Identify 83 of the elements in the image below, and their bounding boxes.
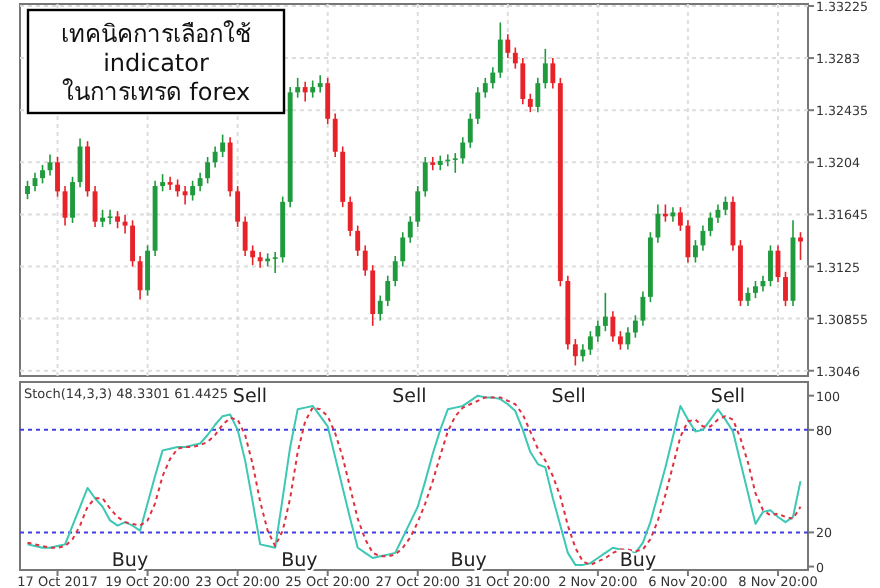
annotation: Sell [551,386,586,408]
candlestick [595,319,601,343]
candlestick [295,77,301,99]
candlestick [520,57,526,106]
candlestick [640,290,646,327]
candlestick [602,292,608,332]
candlestick [798,231,803,261]
candlestick [422,156,428,198]
candlestick [490,66,496,90]
candlestick [197,172,203,193]
candlestick [527,92,533,113]
annotation: Buy [450,550,488,572]
candlestick [392,255,398,288]
candlestick [482,77,488,99]
candlestick [25,179,30,201]
candlestick [302,81,308,103]
candlestick [692,239,698,264]
candlestick [137,255,143,301]
candlestick [55,156,60,198]
candlestick [475,86,481,125]
text: เทคนิคการเลือกใช้ indicator [61,20,251,77]
candlestick [542,48,548,90]
candlestick [550,57,556,90]
candlestick [355,224,361,257]
candlestick [220,133,226,158]
candlestick [235,185,241,228]
candlestick [587,330,593,356]
candlestick [167,176,173,191]
candlestick [497,21,503,79]
candlestick [242,215,248,257]
candlestick [377,294,383,322]
candlestick [317,74,323,94]
annotation: Buy [111,550,149,572]
candlestick [430,156,436,172]
candlestick [130,219,136,268]
candlestick [677,206,683,232]
candlestick [190,179,196,202]
candlestick [250,244,256,266]
candlestick [632,314,638,339]
candlestick [272,251,278,274]
candlestick [85,140,90,198]
candlestick [768,244,773,288]
candlestick [257,251,263,269]
candlestick [385,274,391,307]
candlestick [347,195,353,237]
annotation: Sell [392,386,427,408]
candlestick [415,185,421,228]
candlestick [460,136,466,165]
candlestick [212,145,218,169]
candlestick [670,206,676,223]
candlestick [325,77,331,125]
candlestick [700,224,706,252]
candlestick [655,203,661,244]
candlestick [205,156,211,185]
candlestick [505,33,511,59]
annotation: Sell [710,386,746,408]
candlestick [400,231,406,268]
candlestick [625,326,631,351]
annotation: Sell [232,386,268,408]
candlestick [572,338,578,367]
candlestick [332,112,338,158]
candlestick [122,214,128,235]
candlestick [467,112,473,149]
candlestick [512,46,518,70]
candlestick [145,244,151,297]
candlestick [370,264,376,327]
candlestick [407,215,413,244]
candlestick [723,195,728,216]
candlestick [685,219,691,264]
annotation: Buy [619,550,657,572]
candlestick [708,211,713,237]
candlestick [617,330,623,351]
candlestick [362,244,368,277]
candlestick [783,270,788,307]
candlestick [610,310,616,343]
candlestick [107,208,113,226]
text: ในการเทรด forex [61,78,251,106]
annotation: Buy [281,550,319,572]
candlestick [182,185,188,206]
candlestick [535,77,541,113]
candlestick [70,176,75,224]
candlestick [452,152,458,174]
candlestick [40,164,45,185]
